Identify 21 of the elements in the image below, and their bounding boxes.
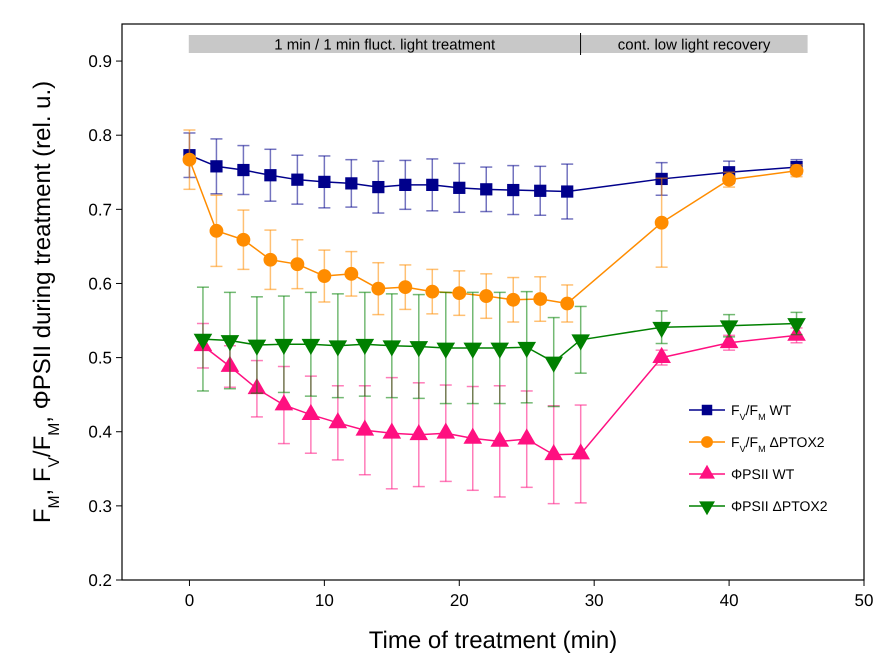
y-tick-label: 0.7 xyxy=(88,200,112,220)
y-tick-label: 0.8 xyxy=(88,126,112,146)
y-tick-label: 0.2 xyxy=(88,570,112,590)
y-tick-label: 0.6 xyxy=(88,274,112,294)
x-tick-label: 20 xyxy=(450,591,469,610)
annotation: cont. low light recovery xyxy=(618,36,771,54)
annotation: 1 min / 1 min fluct. light treatment xyxy=(274,36,496,54)
x-tick-label: 10 xyxy=(314,591,334,610)
legend-label: F$_{V}$/F$_{M}$ WT xyxy=(731,402,792,422)
legend-label: ΦPSII ΔPTOX2 xyxy=(731,498,828,514)
legend-label: F$_{V}$/F$_{M}$ ΔPTOX2 xyxy=(731,434,825,454)
x-tick-label: 30 xyxy=(584,591,604,610)
x-tick-label: 40 xyxy=(720,591,739,610)
x-tick-label: 0 xyxy=(184,591,194,610)
y-tick-label: 0.5 xyxy=(88,348,112,368)
y-tick-label: 0.3 xyxy=(88,496,112,516)
x-axis-title: Time of treatment (min) xyxy=(368,627,618,654)
y-tick-label: 0.4 xyxy=(88,422,112,442)
legend-label: ΦPSII WT xyxy=(731,466,795,482)
x-tick-label: 50 xyxy=(854,591,874,610)
y-tick-label: 0.9 xyxy=(88,52,112,72)
